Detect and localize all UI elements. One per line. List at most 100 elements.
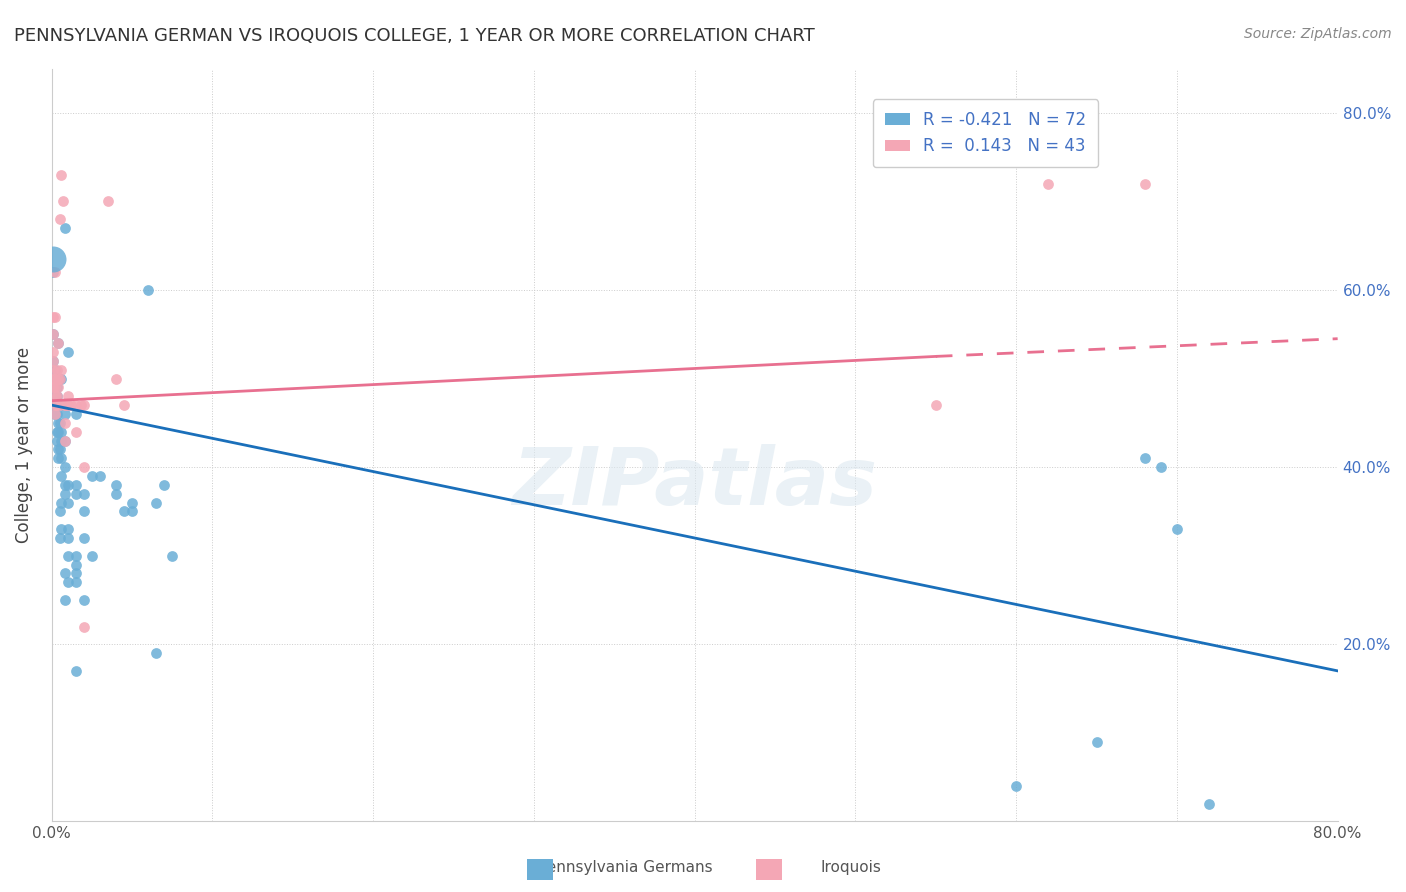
Point	[51, 398, 73, 412]
Point	[53, 486, 76, 500]
Point	[73, 486, 96, 500]
Point	[42, 362, 65, 376]
Point	[49, 504, 72, 518]
Point	[65, 425, 87, 439]
Point	[44, 310, 66, 324]
Point	[46, 336, 69, 351]
Point	[65, 478, 87, 492]
Point	[46, 416, 69, 430]
Point	[56, 575, 79, 590]
Legend: R = -0.421   N = 72, R =  0.143   N = 43: R = -0.421 N = 72, R = 0.143 N = 43	[873, 99, 1098, 167]
Text: ZIPatlas: ZIPatlas	[512, 443, 877, 522]
Point	[42, 354, 65, 368]
Point	[46, 371, 69, 385]
Point	[53, 566, 76, 581]
Point	[89, 469, 111, 483]
Point	[42, 252, 65, 266]
Point	[56, 549, 79, 563]
Point	[44, 380, 66, 394]
Point	[53, 416, 76, 430]
Point	[56, 522, 79, 536]
Point	[46, 451, 69, 466]
Point	[73, 460, 96, 475]
Point	[42, 327, 65, 342]
Point	[46, 380, 69, 394]
Point	[44, 407, 66, 421]
Point	[44, 407, 66, 421]
Point	[1166, 522, 1188, 536]
Point	[44, 389, 66, 403]
Point	[65, 398, 87, 412]
Point	[121, 504, 143, 518]
Point	[73, 619, 96, 633]
Point	[44, 389, 66, 403]
Point	[45, 389, 67, 403]
Point	[69, 398, 91, 412]
Point	[51, 371, 73, 385]
Point	[53, 460, 76, 475]
Point	[121, 495, 143, 509]
Point	[53, 478, 76, 492]
Text: Source: ZipAtlas.com: Source: ZipAtlas.com	[1244, 27, 1392, 41]
Point	[45, 380, 67, 394]
Point	[53, 434, 76, 448]
Point	[46, 398, 69, 412]
Point	[42, 371, 65, 385]
Point	[1198, 797, 1220, 811]
Point	[1150, 460, 1173, 475]
Point	[51, 451, 73, 466]
Text: PENNSYLVANIA GERMAN VS IROQUOIS COLLEGE, 1 YEAR OR MORE CORRELATION CHART: PENNSYLVANIA GERMAN VS IROQUOIS COLLEGE,…	[14, 27, 815, 45]
Point	[97, 194, 120, 209]
Point	[56, 345, 79, 359]
Point	[73, 593, 96, 607]
Point	[73, 398, 96, 412]
Point	[42, 265, 65, 279]
Point	[145, 495, 167, 509]
Point	[73, 531, 96, 545]
Point	[53, 221, 76, 235]
Text: Pennsylvania Germans: Pennsylvania Germans	[538, 861, 713, 875]
Point	[80, 469, 103, 483]
Point	[49, 442, 72, 457]
Point	[45, 371, 67, 385]
Point	[45, 398, 67, 412]
Point	[46, 371, 69, 385]
Point	[136, 283, 159, 297]
Point	[52, 194, 75, 209]
Point	[65, 558, 87, 572]
Point	[42, 327, 65, 342]
Point	[1133, 177, 1156, 191]
Point	[65, 566, 87, 581]
Point	[73, 504, 96, 518]
Point	[49, 398, 72, 412]
Point	[44, 398, 66, 412]
Point	[46, 442, 69, 457]
Point	[105, 486, 128, 500]
Point	[56, 478, 79, 492]
Point	[49, 371, 72, 385]
Point	[49, 531, 72, 545]
Point	[45, 398, 67, 412]
Point	[925, 398, 948, 412]
Point	[65, 575, 87, 590]
Point	[49, 416, 72, 430]
Point	[56, 531, 79, 545]
Point	[42, 310, 65, 324]
Point	[53, 398, 76, 412]
Point	[53, 398, 76, 412]
Point	[45, 425, 67, 439]
Point	[51, 434, 73, 448]
Point	[80, 549, 103, 563]
Point	[45, 389, 67, 403]
Point	[1133, 451, 1156, 466]
Point	[44, 362, 66, 376]
Point	[65, 664, 87, 678]
Point	[49, 371, 72, 385]
Point	[65, 486, 87, 500]
Point	[60, 398, 83, 412]
Text: Iroquois: Iroquois	[820, 861, 882, 875]
Point	[53, 407, 76, 421]
Point	[51, 425, 73, 439]
Point	[145, 646, 167, 660]
Y-axis label: College, 1 year or more: College, 1 year or more	[15, 347, 32, 543]
